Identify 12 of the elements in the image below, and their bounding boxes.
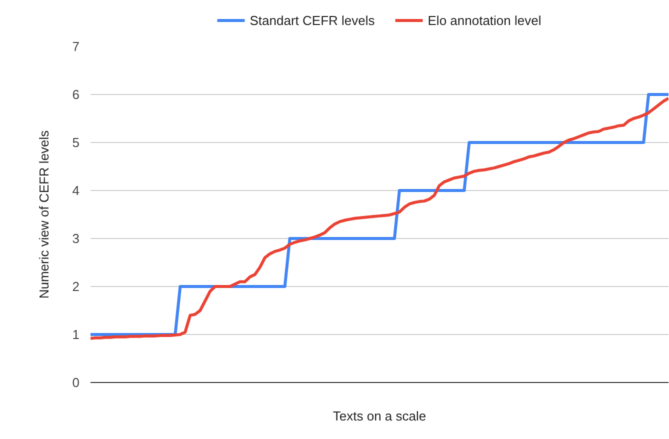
y-tick-label: 0 bbox=[72, 375, 80, 390]
y-tick-label: 4 bbox=[72, 183, 80, 198]
y-tick-label: 2 bbox=[72, 279, 80, 294]
x-axis-title: Texts on a scale bbox=[332, 408, 426, 424]
y-tick-label: 6 bbox=[72, 87, 80, 102]
y-tick-label: 7 bbox=[72, 39, 80, 54]
y-tick-label: 3 bbox=[72, 231, 80, 246]
y-tick-label: 5 bbox=[72, 135, 80, 150]
y-axis-title: Numeric view of CEFR levels bbox=[36, 130, 52, 299]
legend-label: Elo annotation level bbox=[428, 12, 542, 28]
y-tick-label: 1 bbox=[72, 327, 80, 342]
legend-label: Standart CEFR levels bbox=[250, 12, 375, 28]
